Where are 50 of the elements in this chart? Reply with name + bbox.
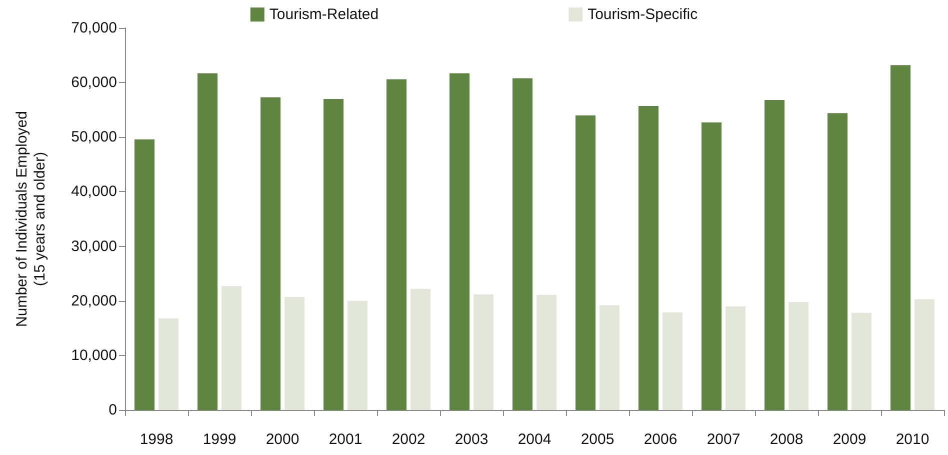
y-tick-label: 10,000 (71, 346, 117, 364)
bar (600, 305, 620, 410)
bar (410, 288, 430, 410)
bar (536, 294, 556, 410)
bar (852, 312, 872, 410)
bar (284, 297, 304, 410)
y-tick-label: 20,000 (71, 292, 117, 310)
legend-label: Tourism-Related (269, 6, 379, 23)
bar (324, 98, 344, 410)
x-tick-label: 2007 (706, 431, 740, 448)
y-tick-label: 0 (108, 402, 117, 418)
x-tick-label: 1998 (140, 431, 174, 448)
x-tick-label: 2008 (770, 431, 804, 448)
x-tick-label: 2001 (328, 431, 362, 448)
x-tick-label: 1999 (202, 431, 236, 448)
bar (828, 113, 848, 410)
bar (890, 65, 910, 410)
bar (386, 79, 406, 410)
y-tick-label: 30,000 (71, 238, 117, 255)
bar (512, 78, 532, 410)
bar (222, 286, 242, 410)
y-tick-label: 70,000 (71, 20, 117, 36)
x-tick-label: 2003 (454, 431, 488, 448)
legend-label: Tourism-Specific (588, 6, 698, 23)
bar (450, 73, 470, 410)
bar (198, 73, 218, 410)
bar (662, 312, 682, 410)
x-tick-label: 2006 (644, 431, 678, 448)
y-axis-title: Number of Individuals Employed (15 years and older) (14, 111, 48, 327)
bar (788, 302, 808, 410)
x-tick-label: 2005 (580, 431, 614, 448)
x-tick-label: 2000 (266, 431, 300, 448)
bar (702, 122, 722, 410)
bar (914, 299, 934, 410)
bar (726, 306, 746, 410)
y-tick-label: 40,000 (71, 183, 117, 200)
bar (474, 294, 494, 410)
x-tick-label: 2010 (896, 431, 930, 448)
x-tick-label: 2002 (392, 431, 426, 448)
bar (638, 106, 658, 410)
bar (260, 97, 280, 410)
x-tick-label: 2009 (832, 431, 866, 448)
bar (348, 300, 368, 410)
x-tick-label: 2004 (518, 431, 552, 448)
bar (158, 318, 178, 410)
y-tick-label: 60,000 (71, 74, 117, 92)
bar (764, 100, 784, 410)
bar (134, 139, 154, 410)
y-tick-label: 50,000 (71, 128, 117, 146)
bar (576, 115, 596, 410)
